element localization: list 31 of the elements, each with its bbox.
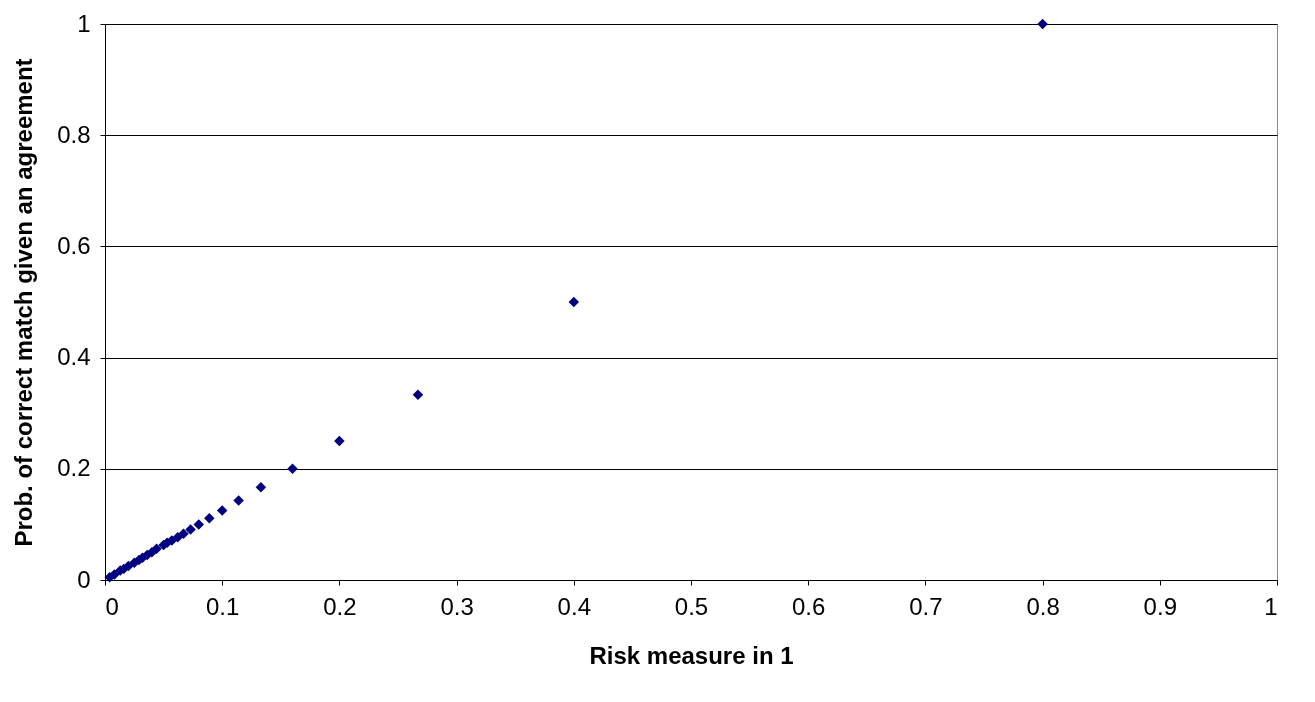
x-tick-label: 0.2 <box>323 592 357 620</box>
point <box>233 495 244 506</box>
point <box>104 571 115 583</box>
x-tick-label: 0 <box>105 592 119 620</box>
x-tick-label: 0.6 <box>792 592 826 620</box>
point <box>185 524 196 535</box>
point <box>193 519 204 530</box>
point <box>216 505 228 516</box>
x-axis-title: Risk measure in 1 <box>589 641 794 669</box>
point <box>334 435 345 447</box>
point <box>287 463 298 475</box>
point <box>204 513 215 524</box>
point <box>568 296 580 308</box>
y-tick-label: 0.4 <box>57 343 91 371</box>
point <box>1037 18 1048 30</box>
point <box>255 481 267 493</box>
x-tick-label: 0.7 <box>909 592 943 620</box>
point <box>412 389 424 401</box>
y-tick-label: 0.8 <box>57 120 91 148</box>
x-tick-label: 0.5 <box>674 592 709 620</box>
x-tick-label: 1 <box>1264 592 1278 620</box>
x-tick-label: 0.3 <box>440 592 474 620</box>
x-tick-label: 0.8 <box>1026 592 1060 620</box>
x-tick-label: 0.4 <box>557 592 591 620</box>
y-tick-label: 0 <box>77 565 91 593</box>
y-tick-label: 1 <box>77 9 91 37</box>
x-tick-label: 0.1 <box>206 592 240 620</box>
y-tick-label: 0.2 <box>57 454 91 482</box>
y-tick-label: 0.6 <box>57 231 91 259</box>
x-tick-label: 0.9 <box>1143 592 1177 620</box>
y-axis-title: Prob. of correct match given an agreement <box>10 58 38 547</box>
